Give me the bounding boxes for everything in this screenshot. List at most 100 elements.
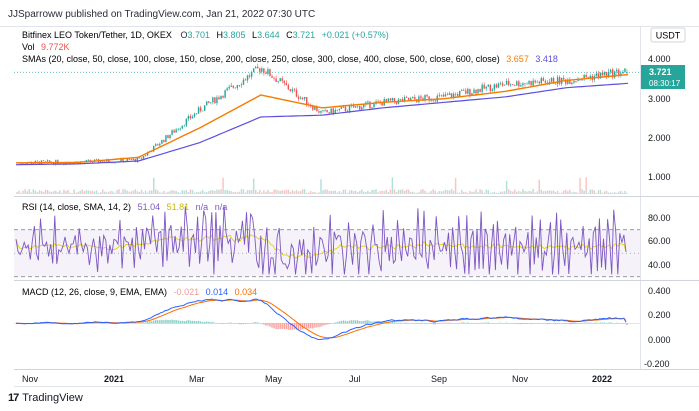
volume-bar	[603, 191, 606, 194]
candle-body	[263, 68, 265, 73]
volume-bar	[340, 192, 343, 194]
candle-body	[499, 83, 502, 84]
candle-body	[528, 81, 530, 84]
macd-histogram-bar	[169, 320, 171, 324]
candle-body	[440, 94, 443, 96]
volume-bar	[401, 189, 404, 194]
volume-bar	[493, 191, 496, 194]
candle-body	[244, 79, 247, 81]
volume-bar	[157, 190, 159, 194]
candle-body	[432, 100, 434, 101]
volume-bar	[458, 192, 461, 194]
macd-histogram-bar	[312, 323, 314, 329]
macd-histogram-bar	[326, 323, 328, 325]
volume-bar	[538, 179, 540, 194]
tradingview-logo[interactable]: 17 TradingView	[8, 392, 83, 404]
macd-histogram-bar	[481, 322, 483, 324]
candle-body	[446, 94, 449, 96]
macd-histogram-bar	[599, 322, 602, 324]
macd-histogram-bar	[191, 320, 194, 324]
candle-body	[538, 81, 540, 84]
volume-bar	[332, 190, 334, 194]
volume-bar	[226, 189, 228, 194]
macd-histogram-bar	[228, 322, 230, 324]
macd-histogram-bar	[254, 322, 257, 324]
volume-bar	[436, 192, 438, 194]
candle-body	[616, 69, 618, 72]
volume-bar	[554, 192, 557, 194]
sma-slow-line	[15, 82, 629, 166]
volume-bar	[589, 189, 591, 194]
macd-histogram-bar	[173, 320, 175, 324]
volume-bar	[318, 192, 320, 194]
candle-body	[585, 75, 587, 78]
macd-histogram-bar	[163, 320, 165, 324]
candle-body	[589, 76, 591, 78]
candle-body	[540, 78, 543, 84]
currency-badge[interactable]	[650, 27, 686, 43]
volume-bar	[271, 192, 273, 194]
volume-bar	[622, 192, 624, 194]
macd-histogram-bar	[342, 320, 345, 324]
time-label: Nov	[22, 374, 39, 384]
macd-histogram-bar	[483, 322, 485, 324]
macd-histogram-bar	[212, 321, 214, 324]
volume-bar	[112, 191, 114, 194]
candle-body	[95, 159, 98, 160]
volume-bar	[385, 189, 387, 194]
volume-bar	[373, 190, 375, 194]
candle-body	[297, 96, 300, 99]
candle-body	[536, 81, 538, 83]
macd-histogram-bar	[497, 322, 500, 324]
candle-body	[348, 105, 351, 112]
time-label: Sep	[431, 374, 447, 384]
last-price-label	[641, 65, 685, 89]
volume-bar	[473, 191, 475, 194]
volume-bar	[26, 191, 28, 194]
volume-bar	[387, 192, 390, 194]
volume-bar	[359, 190, 361, 194]
volume-bar	[320, 179, 322, 194]
volume-bar	[536, 191, 538, 194]
volume-bar	[134, 189, 137, 194]
macd-histogram-bar	[206, 321, 208, 324]
macd-histogram-bar	[552, 323, 555, 324]
volume-bar	[461, 189, 463, 194]
volume-bar	[48, 191, 51, 194]
candle-body	[171, 130, 173, 135]
symbol-legend: Bitfinex LEO Token/Tether, 1D, OKEX O3.7…	[22, 30, 389, 40]
macd-histogram-bar	[257, 322, 259, 324]
candle-body	[312, 106, 314, 110]
macd-histogram-bar	[381, 321, 383, 324]
macd-histogram-bar	[208, 321, 210, 324]
macd-histogram-bar	[458, 322, 461, 324]
volume-bar	[611, 192, 614, 194]
candle-body	[452, 93, 455, 98]
candle-body	[226, 88, 228, 91]
macd-histogram-bar	[448, 322, 451, 324]
volume-bar	[136, 191, 139, 194]
candle-body	[530, 81, 532, 86]
rsi-tick: 80.00	[648, 213, 671, 223]
volume-bar	[273, 189, 275, 194]
macd-histogram-bar	[359, 321, 361, 324]
candle-body	[293, 89, 296, 91]
candle-body	[234, 87, 237, 89]
macd-histogram-bar	[277, 323, 279, 330]
candle-body	[112, 162, 114, 164]
candle-body	[461, 90, 463, 92]
macd-tick: -0.200	[644, 359, 670, 369]
volume-bar	[516, 191, 518, 194]
candle-body	[359, 105, 361, 110]
volume-bar	[173, 190, 175, 194]
volume-bar	[71, 192, 73, 194]
volume-bar	[483, 192, 485, 194]
volume-bar	[91, 190, 94, 194]
candle-body	[132, 158, 135, 160]
volume-bar	[558, 192, 561, 194]
candle-body	[295, 89, 298, 97]
volume-bar	[185, 189, 188, 194]
volume-bar	[414, 192, 416, 194]
candle-body	[389, 98, 392, 101]
